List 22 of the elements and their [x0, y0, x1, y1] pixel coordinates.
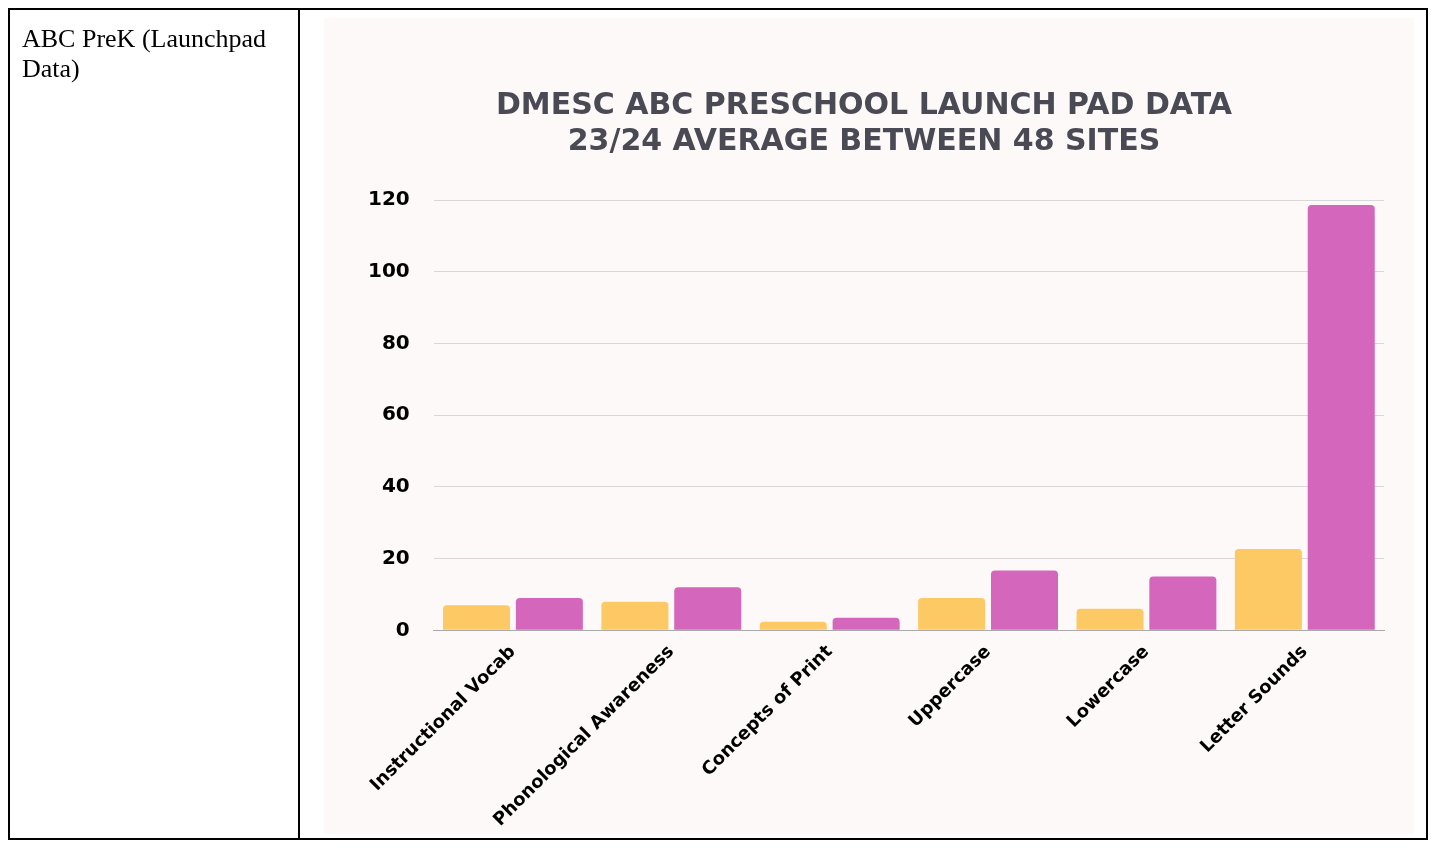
- y-tick-label: 100: [368, 257, 410, 282]
- bar: [601, 601, 669, 630]
- bar: [1076, 608, 1144, 630]
- text: 23/24 AVERAGE BETWEEN 48 SITES: [567, 121, 1161, 157]
- y-tick-label: 0: [395, 616, 410, 641]
- y-tick-label: 80: [381, 329, 410, 354]
- y-tick-label: 20: [381, 544, 410, 569]
- bar: [515, 598, 583, 630]
- y-tick-label: 120: [368, 186, 410, 211]
- bar: [990, 570, 1058, 630]
- bar: [832, 617, 900, 630]
- bar: [918, 598, 986, 630]
- bar: [443, 605, 511, 630]
- bar: [1149, 576, 1217, 630]
- y-tick-label: 40: [381, 473, 410, 498]
- bar: [1234, 548, 1302, 630]
- y-tick-label: 60: [381, 401, 410, 426]
- text: DMESC ABC PRESCHOOL LAUNCH PAD DATA: [495, 85, 1233, 121]
- bar: [759, 621, 827, 630]
- text: ABC PreK (Launchpad Data): [22, 24, 268, 84]
- bar: [674, 587, 742, 630]
- bar: [1307, 205, 1375, 630]
